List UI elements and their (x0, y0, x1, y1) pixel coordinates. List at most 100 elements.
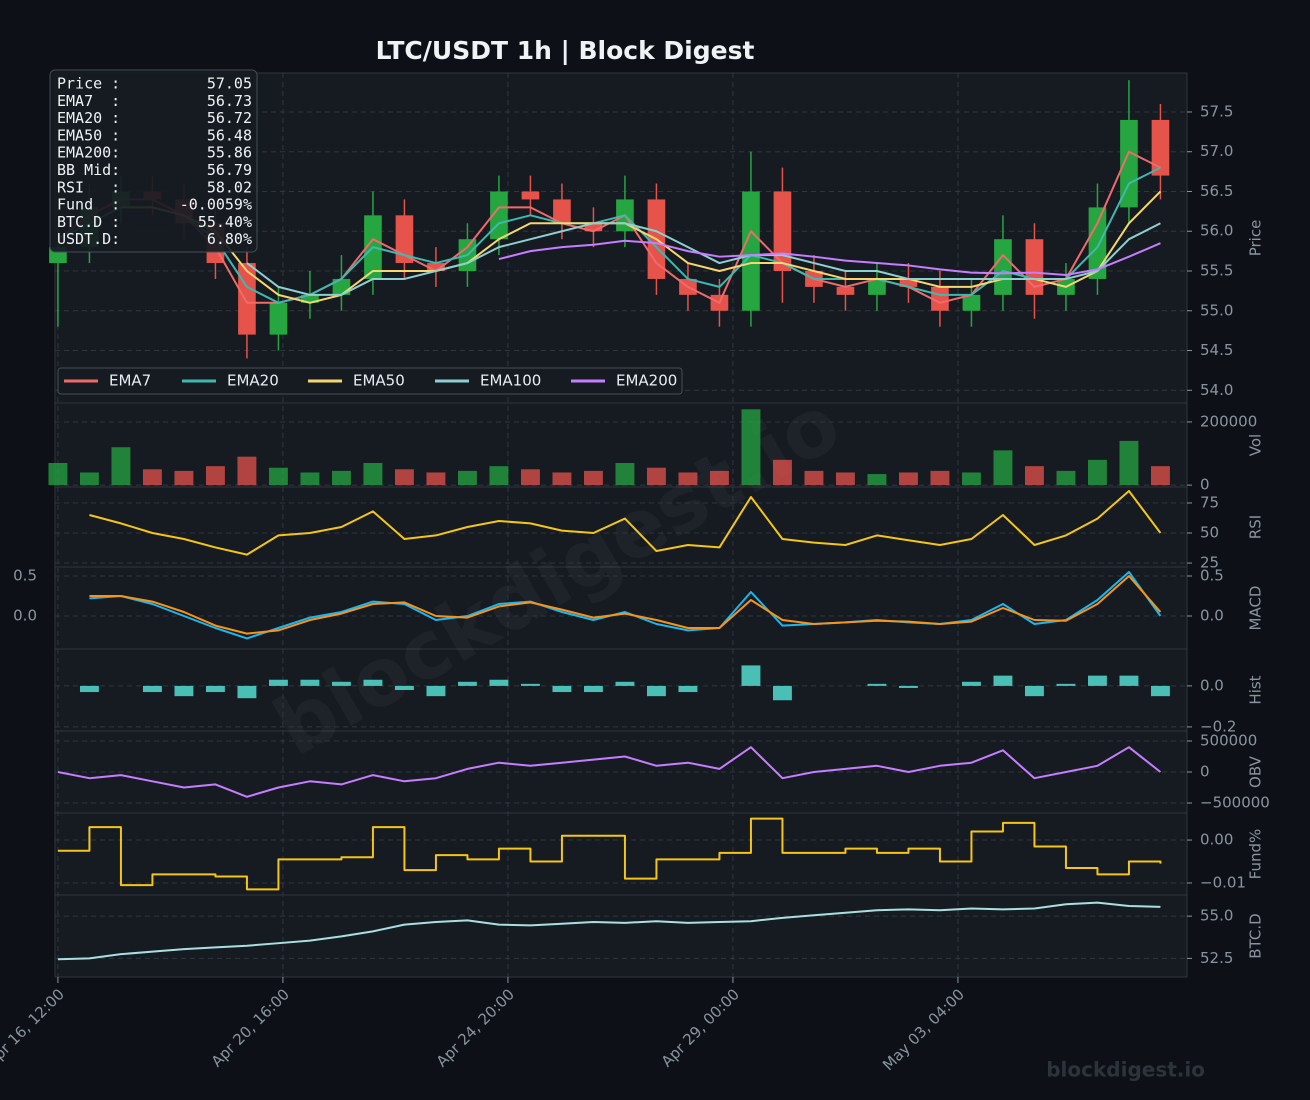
bar (552, 685, 572, 693)
bar (394, 469, 414, 486)
bar (205, 685, 225, 693)
y-tick-label: 0 (1200, 476, 1210, 494)
x-tick-label: May 03, 04:00 (879, 985, 968, 1074)
bar (426, 472, 446, 486)
bar (331, 681, 351, 686)
legend-label: EMA200 (616, 372, 677, 390)
panel (54, 730, 1188, 814)
bar (489, 679, 509, 686)
info-value: 55.86 (207, 144, 252, 162)
candle-body (742, 191, 760, 311)
info-value: 57.05 (207, 75, 252, 93)
y-axis-label: Fund% (1247, 829, 1265, 880)
bar (237, 456, 257, 486)
legend-label: EMA20 (227, 372, 279, 390)
bar (331, 470, 351, 486)
bar (1024, 466, 1044, 486)
bar (1087, 675, 1107, 686)
y-tick-label: 50 (1200, 524, 1219, 542)
x-tick-label: Apr 16, 12:00 (0, 985, 68, 1070)
candle-body (1088, 207, 1107, 279)
candle-body (301, 294, 319, 303)
chart-title: LTC/USDT 1h | Block Digest (376, 36, 755, 65)
line-series (57, 901, 1161, 961)
bar (678, 472, 698, 486)
bar (961, 472, 981, 486)
bar (111, 447, 131, 486)
candle-body (521, 191, 540, 200)
x-tick-label: Apr 20, 16:00 (208, 985, 293, 1070)
y-tick-label: 54.5 (1200, 341, 1233, 359)
y-axis-label: RSI (1247, 515, 1265, 539)
line-series (498, 239, 1161, 276)
bar (79, 685, 99, 693)
y-tick-label-left: 0.5 (13, 567, 37, 585)
x-tick-label: Apr 24, 20:00 (433, 985, 518, 1070)
y-axis-label: Price (1247, 220, 1265, 257)
y-axis-label: Hist (1247, 675, 1265, 704)
info-value: 56.48 (207, 126, 252, 144)
info-value: 56.79 (207, 161, 252, 179)
bar (520, 683, 540, 686)
y-axis-label: Vol (1247, 434, 1265, 456)
candle-body (427, 263, 445, 271)
panel (54, 894, 1188, 978)
bar (741, 665, 761, 686)
y-tick-label: 57.0 (1200, 142, 1233, 160)
info-label: USDT.D: (57, 230, 120, 248)
info-label: EMA50 : (57, 126, 120, 144)
line-series (57, 817, 1162, 891)
y-tick-label: 55.0 (1200, 907, 1233, 925)
bar (961, 681, 981, 686)
bar (268, 467, 288, 486)
legend-label: EMA50 (353, 372, 405, 390)
panel (54, 566, 1188, 650)
bar (646, 467, 666, 486)
bar (867, 474, 887, 486)
line-series (89, 575, 1162, 635)
y-axis-label: BTC.D (1247, 913, 1265, 958)
watermark-corner: blockdigest.io (1046, 1058, 1205, 1082)
info-value: 58.02 (207, 178, 252, 196)
x-tick-label: Apr 29, 00:00 (658, 985, 743, 1070)
bar (79, 472, 99, 486)
bar (174, 685, 194, 697)
candle-body (238, 263, 256, 335)
bar (804, 470, 824, 486)
bar (48, 463, 68, 486)
line-series (120, 190, 1162, 304)
y-tick-label: 55.5 (1200, 262, 1233, 280)
candle-body (773, 191, 792, 271)
info-box: Price : 57.05 EMA7 : 56.73 EMA20 : 56.72 EMA50… (49, 69, 258, 253)
bar (426, 685, 446, 697)
bar (1024, 685, 1044, 697)
candle-body (269, 302, 288, 335)
bar (300, 679, 320, 686)
bar (615, 463, 635, 486)
bar (174, 470, 194, 486)
y-tick-label: 56.5 (1200, 182, 1233, 200)
bar (142, 469, 162, 486)
y-tick-label: 75 (1200, 493, 1219, 511)
candle-body (553, 199, 571, 224)
y-tick-label: −0.2 (1200, 717, 1236, 735)
candle-body (395, 215, 414, 264)
bar (489, 466, 509, 486)
y-tick-label: 0.00 (1200, 831, 1233, 849)
bar (898, 685, 918, 688)
candle-body (584, 223, 603, 232)
bar (709, 470, 729, 486)
candle-body (836, 286, 855, 295)
y-tick-label: −0.01 (1200, 873, 1246, 891)
info-label: BTC.D : (57, 213, 120, 231)
bar (615, 681, 635, 686)
bar (457, 470, 477, 486)
y-tick-label: −500000 (1200, 794, 1270, 812)
candle-body (962, 294, 981, 311)
info-label: EMA200: (57, 144, 120, 162)
y-tick-label: 0 (1200, 763, 1210, 781)
y-tick-label: 52.5 (1200, 949, 1233, 967)
bar (363, 679, 383, 686)
y-axis-label: OBV (1247, 755, 1265, 788)
